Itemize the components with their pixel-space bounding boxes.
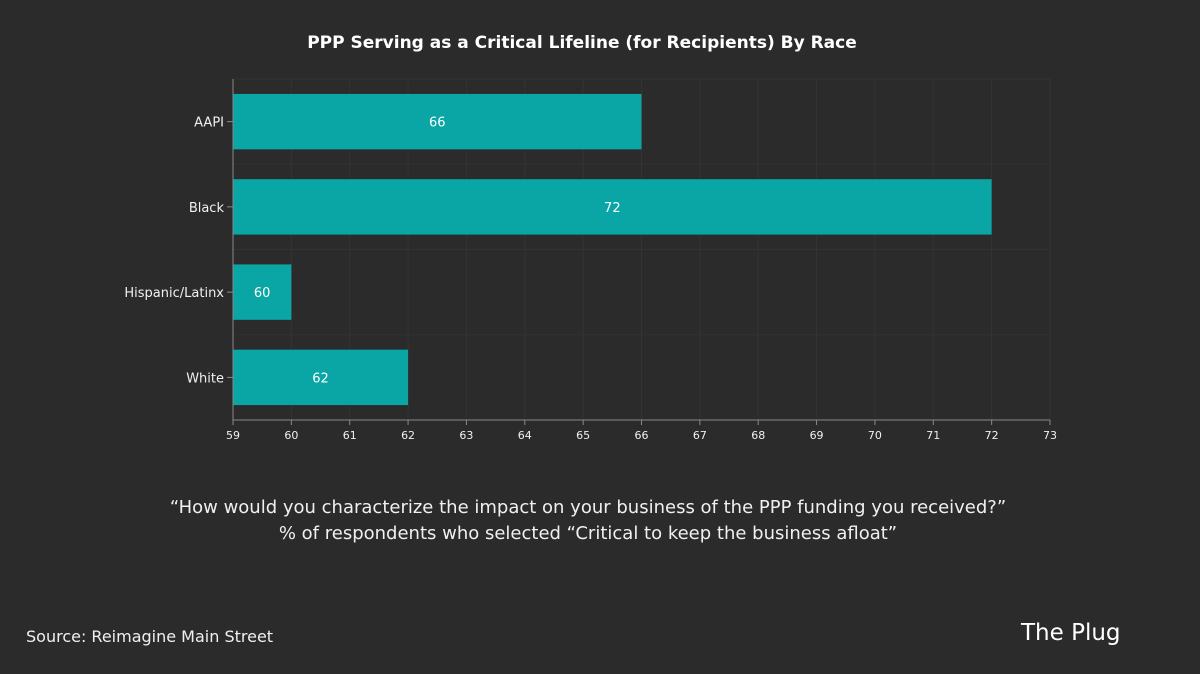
category-label: White xyxy=(186,371,224,386)
x-tick-label: 68 xyxy=(751,429,765,442)
x-tick-label: 62 xyxy=(401,429,415,442)
bar-aapi xyxy=(233,93,642,150)
axes: AAPI Black Hispanic/Latinx White 59 60 61 62 63 6… xyxy=(124,79,1057,442)
data-label: 60 xyxy=(254,286,271,301)
x-tick-label: 73 xyxy=(1043,429,1057,442)
x-tick-label: 64 xyxy=(518,429,532,442)
x-tick-label: 66 xyxy=(635,429,649,442)
category-label: Black xyxy=(189,201,225,216)
x-tick-label: 63 xyxy=(459,429,473,442)
category-label: AAPI xyxy=(194,116,224,131)
bar-black xyxy=(233,179,992,235)
x-tick-label: 67 xyxy=(693,429,707,442)
bar-hispanic-latinx xyxy=(233,264,292,320)
x-tick-label: 69 xyxy=(810,429,824,442)
category-label: Hispanic/Latinx xyxy=(124,286,224,301)
x-tick-label: 60 xyxy=(284,429,298,442)
source-note: Source: Reimagine Main Street xyxy=(26,627,274,646)
x-tick-label: 61 xyxy=(343,429,357,442)
x-tick-label: 59 xyxy=(226,429,240,442)
grid-lines xyxy=(232,78,1051,421)
brand-logo: The Plug xyxy=(1021,620,1121,646)
bars: 66 72 60 62 xyxy=(233,93,992,406)
data-label: 62 xyxy=(312,371,329,386)
x-tick-label: 72 xyxy=(985,429,999,442)
chart-title: PPP Serving as a Critical Lifeline (for … xyxy=(307,33,857,53)
survey-question: “How would you characterize the impact o… xyxy=(169,497,1007,518)
bar-white xyxy=(233,349,409,406)
x-tick-label: 71 xyxy=(926,429,940,442)
data-label: 72 xyxy=(604,201,621,216)
x-tick-label: 70 xyxy=(868,429,882,442)
data-label: 66 xyxy=(429,116,446,131)
x-tick-label: 65 xyxy=(576,429,590,442)
survey-subtitle: % of respondents who selected “Critical … xyxy=(278,523,898,544)
